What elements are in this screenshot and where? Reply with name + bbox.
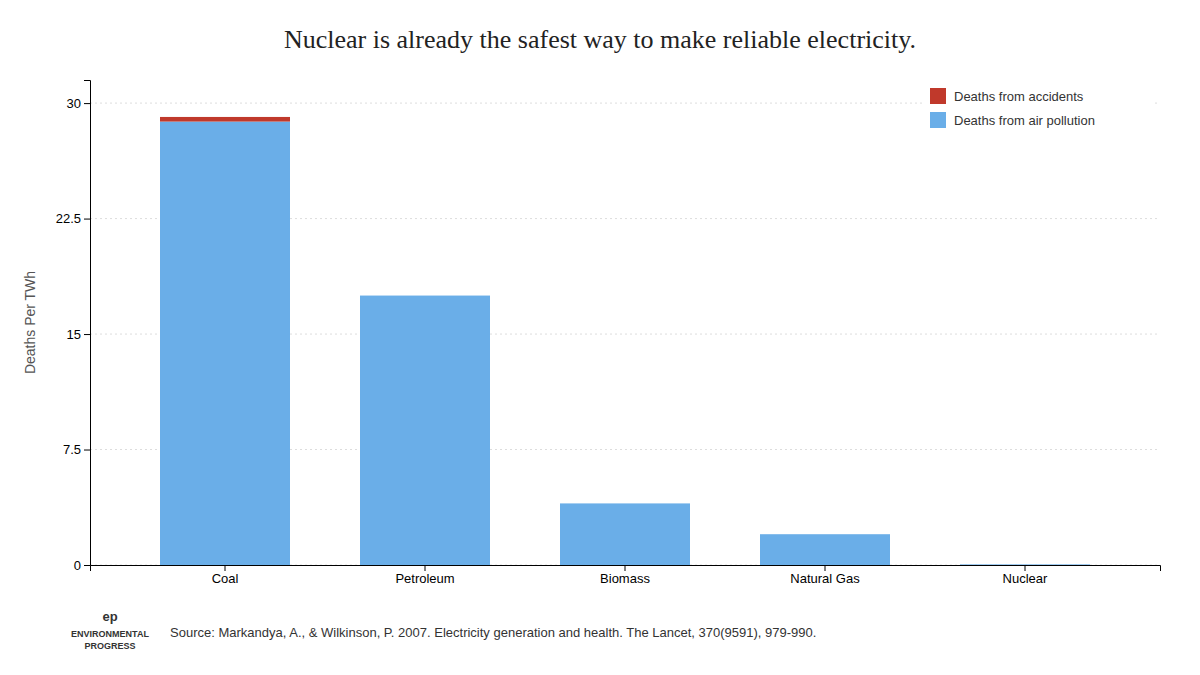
tick-label: 7.5 xyxy=(63,442,81,457)
tick: Petroleum xyxy=(395,565,454,586)
bar xyxy=(360,295,490,296)
legend-item: Deaths from accidents xyxy=(930,88,1084,104)
tick-label: 22.5 xyxy=(56,211,81,226)
tick: 30 xyxy=(67,96,90,111)
logo-text: ENVIRONMENTAL xyxy=(71,629,149,639)
tick-label: Biomass xyxy=(600,571,650,586)
axis-line xyxy=(84,81,91,566)
tick: Nuclear xyxy=(1003,565,1048,586)
tick: Natural Gas xyxy=(790,565,860,586)
tick-label: Natural Gas xyxy=(790,571,860,586)
title: Nuclear is already the safest way to mak… xyxy=(284,25,916,54)
bars xyxy=(160,117,1090,565)
legend-item: Deaths from air pollution xyxy=(930,112,1095,128)
tick-mark xyxy=(825,565,826,571)
logo-text: ep xyxy=(102,609,117,624)
tick-mark xyxy=(625,565,626,571)
tick: Coal xyxy=(212,565,239,586)
legend-swatch xyxy=(930,88,946,104)
bar xyxy=(560,503,690,504)
tick: 0 xyxy=(74,558,90,573)
tick-mark xyxy=(1025,565,1026,571)
legend-label: Deaths from air pollution xyxy=(954,113,1095,128)
tick-mark xyxy=(84,219,90,220)
bar xyxy=(560,503,690,565)
tick-label: Coal xyxy=(212,571,239,586)
y-axis: 0 7.5 15 22.5 30 xyxy=(56,81,91,573)
tick: 15 xyxy=(67,327,90,342)
tick-mark xyxy=(225,565,226,571)
bar xyxy=(960,564,1090,565)
bar xyxy=(760,534,890,535)
series xyxy=(160,117,290,122)
logo-text: PROGRESS xyxy=(84,641,135,651)
grid xyxy=(90,103,1160,565)
legend-background xyxy=(924,82,1154,138)
y-axis-title: Deaths Per TWh xyxy=(22,271,38,374)
tick-label: 15 xyxy=(67,327,81,342)
series xyxy=(160,122,1090,565)
bar xyxy=(960,564,1090,565)
tick-mark xyxy=(84,103,90,104)
bar xyxy=(760,534,890,565)
legend-label: Deaths from accidents xyxy=(954,89,1084,104)
bar xyxy=(160,122,290,565)
tick: 22.5 xyxy=(56,211,90,226)
tick-mark xyxy=(84,565,90,566)
tick-mark xyxy=(425,565,426,571)
legend-swatch xyxy=(930,112,946,128)
bar xyxy=(360,296,490,565)
footer: ep ENVIRONMENTAL PROGRESS Source: Markandya… xyxy=(71,609,816,651)
plot: 0 7.5 15 22.5 30 Coal Petroleum Biomass Natural … xyxy=(56,81,1161,587)
tick: Biomass xyxy=(600,565,650,586)
tick-mark xyxy=(84,334,90,335)
axis-line xyxy=(91,566,1161,572)
tick-label: Nuclear xyxy=(1003,571,1048,586)
source-note: Source: Markandya, A., & Wilkinson, P. 2… xyxy=(170,625,816,640)
tick-label: 0 xyxy=(74,558,81,573)
legend: Deaths from accidents Deaths from air pol… xyxy=(924,82,1154,138)
tick: 7.5 xyxy=(63,442,90,457)
bar xyxy=(160,117,290,122)
tick-label: Petroleum xyxy=(395,571,454,586)
tick-mark xyxy=(84,450,90,451)
tick-label: 30 xyxy=(67,96,81,111)
x-axis: Coal Petroleum Biomass Natural Gas Nuclear xyxy=(91,565,1161,586)
chart: Nuclear is already the safest way to mak… xyxy=(0,0,1200,675)
